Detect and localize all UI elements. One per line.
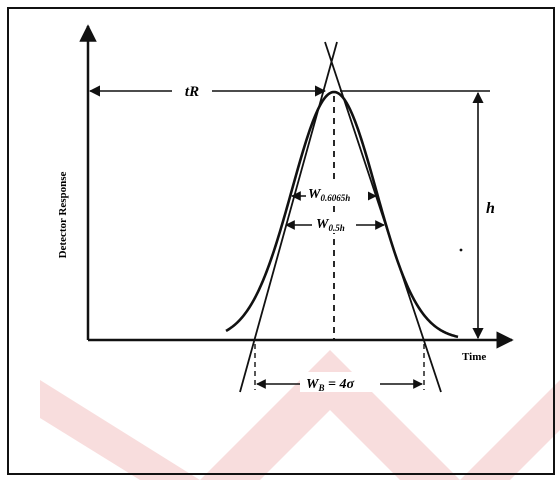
watermark-chevrons: [40, 350, 560, 480]
wb-backdrop: [300, 372, 380, 392]
right-tangent-line: [324, 41, 442, 393]
width-0-6065h-label: W0.6065h: [308, 187, 350, 203]
retention-label-backdrop: [172, 82, 212, 100]
stray-dot: [459, 248, 463, 252]
gaussian-peak-curve: [225, 90, 459, 339]
w6065-backdrop: [306, 184, 368, 202]
base-width-label: WB = 4σ: [306, 377, 354, 393]
y-axis-label: Detector Response: [57, 171, 69, 258]
retention-time-label: tR: [185, 84, 199, 100]
width-0-5h-label: W0.5h: [316, 217, 345, 233]
peak-height-label: h: [486, 200, 495, 217]
figure-frame: [7, 7, 555, 475]
left-tangent-line: [239, 41, 338, 393]
x-axis-label: Time: [462, 351, 486, 363]
w05-backdrop: [312, 213, 356, 233]
